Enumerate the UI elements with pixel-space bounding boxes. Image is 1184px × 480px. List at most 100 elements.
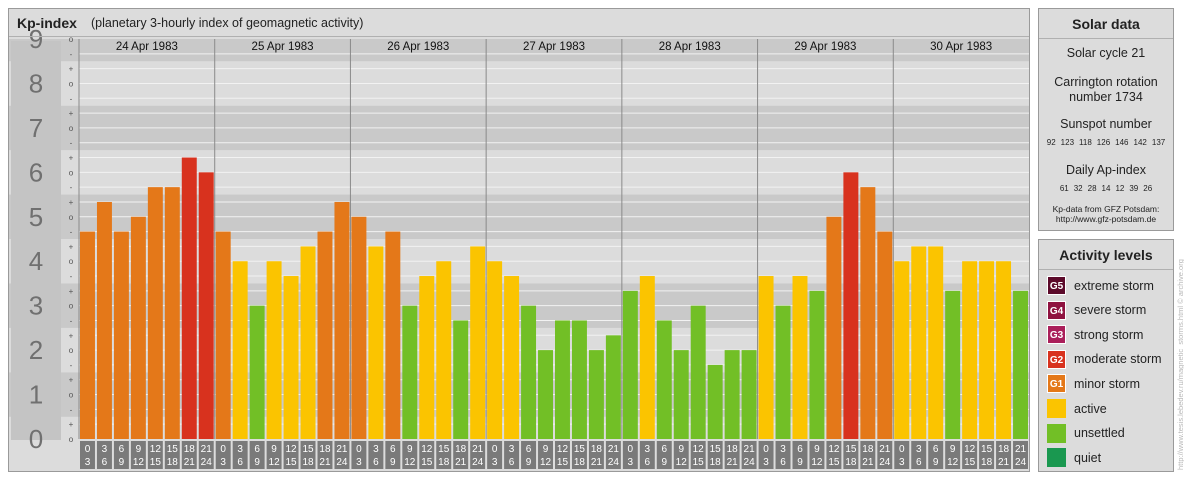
time-end-label: 21: [862, 457, 874, 468]
time-cell: [521, 441, 537, 469]
kp-bar: [792, 276, 808, 439]
kp-bar: [249, 305, 265, 439]
time-end-label: 24: [744, 457, 756, 468]
time-start-label: 0: [492, 444, 498, 455]
kp-bar: [1013, 290, 1028, 439]
time-start-label: 6: [797, 444, 803, 455]
time-start-label: 21: [472, 444, 484, 455]
time-start-label: 15: [438, 444, 450, 455]
kp-bar: [588, 350, 604, 439]
time-end-label: 12: [540, 457, 552, 468]
time-end-label: 9: [661, 457, 667, 468]
time-start-label: 3: [237, 444, 243, 455]
time-start-label: 18: [998, 444, 1010, 455]
y-minor-label: +: [69, 154, 74, 163]
time-end-label: 3: [220, 457, 226, 468]
day-label: 29 Apr 1983: [794, 41, 856, 53]
time-start-label: 21: [1015, 444, 1027, 455]
time-start-label: 6: [661, 444, 667, 455]
time-end-label: 15: [285, 457, 297, 468]
y-axis-label: 8: [29, 68, 43, 98]
time-cell: [504, 441, 520, 469]
y-minor-label: -: [70, 272, 73, 281]
kp-bar: [266, 261, 282, 439]
time-start-label: 9: [543, 444, 549, 455]
source-link[interactable]: http://www.gfz-potsdam.de: [1055, 214, 1157, 224]
time-start-label: 3: [509, 444, 515, 455]
ap-value: 39: [1129, 184, 1139, 193]
time-cell: [402, 441, 418, 469]
time-start-label: 21: [744, 444, 756, 455]
time-cell: [605, 441, 621, 469]
kp-bar: [402, 305, 418, 439]
kp-bar: [453, 320, 469, 439]
y-minor-label: +: [69, 376, 74, 385]
legend-item: quiet: [1047, 448, 1101, 468]
carrington-line1: Carrington rotation: [1054, 75, 1158, 89]
time-end-label: 3: [85, 457, 91, 468]
time-end-label: 12: [676, 457, 688, 468]
time-cell: [232, 441, 248, 469]
kp-bar: [690, 305, 706, 439]
carrington-line2: number 1734: [1069, 90, 1143, 104]
time-cell: [588, 441, 604, 469]
kp-bar: [860, 187, 876, 439]
ap-value: 12: [1115, 184, 1125, 193]
time-end-label: 18: [167, 457, 179, 468]
kp-bar: [758, 276, 774, 439]
time-cell: [758, 441, 774, 469]
kp-bar: [911, 246, 927, 439]
legend-swatch: G5: [1047, 276, 1066, 295]
y-minor-label: +: [69, 331, 74, 340]
day-label: 30 Apr 1983: [930, 41, 992, 53]
kp-bar: [504, 276, 520, 439]
time-start-label: 12: [285, 444, 297, 455]
legend-item: G1 minor storm: [1047, 374, 1140, 394]
time-end-label: 6: [780, 457, 786, 468]
kp-bar: [622, 290, 638, 439]
time-start-label: 9: [814, 444, 820, 455]
time-start-label: 18: [319, 444, 331, 455]
legend-item: G2 moderate storm: [1047, 349, 1162, 369]
y-axis-label: 3: [29, 291, 43, 321]
time-start-label: 6: [933, 444, 939, 455]
time-cell: [894, 441, 910, 469]
kp-bar: [962, 261, 978, 439]
legend-swatch: G4: [1047, 300, 1066, 320]
legend-swatch: [1047, 423, 1066, 443]
kp-bar: [181, 157, 197, 440]
y-axis-label: 2: [29, 335, 43, 365]
kp-bar: [996, 261, 1012, 439]
legend-swatch: G3: [1047, 325, 1066, 345]
kp-bar: [809, 290, 825, 439]
time-end-label: 24: [608, 457, 620, 468]
time-cell: [1013, 441, 1028, 469]
kp-bar: [775, 305, 791, 439]
time-start-label: 0: [763, 444, 769, 455]
legend-item: G5 extreme storm: [1047, 276, 1154, 295]
kp-bar: [928, 246, 944, 439]
y-minor-label: +: [69, 65, 74, 74]
y-minor-label: o: [69, 257, 74, 266]
time-start-label: 15: [302, 444, 314, 455]
time-cell: [639, 441, 655, 469]
kp-bar: [605, 335, 621, 439]
time-start-label: 18: [727, 444, 739, 455]
time-end-label: 24: [879, 457, 891, 468]
time-start-label: 3: [373, 444, 379, 455]
kp-bar: [538, 350, 553, 439]
time-end-label: 9: [119, 457, 125, 468]
kp-bar: [232, 261, 248, 439]
time-end-label: 24: [201, 457, 213, 468]
time-cell: [775, 441, 791, 469]
y-minor-label: +: [69, 287, 74, 296]
time-end-label: 12: [269, 457, 281, 468]
kp-bar: [113, 231, 129, 439]
time-end-label: 9: [797, 457, 803, 468]
time-start-label: 18: [591, 444, 603, 455]
time-cell: [792, 441, 808, 469]
day-label: 27 Apr 1983: [523, 41, 585, 53]
time-end-label: 3: [628, 457, 634, 468]
day-label: 28 Apr 1983: [659, 41, 721, 53]
time-start-label: 15: [710, 444, 722, 455]
